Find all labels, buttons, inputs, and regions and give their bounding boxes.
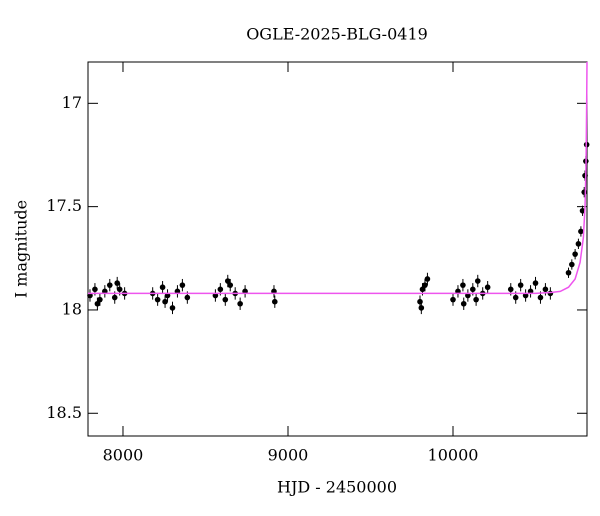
data-point [532, 280, 539, 286]
data-point [217, 286, 224, 293]
x-tick-label: 10000 [428, 446, 479, 465]
data-point [470, 286, 476, 293]
data-point [111, 294, 118, 301]
data-point [517, 282, 524, 288]
data-point [460, 282, 466, 288]
data-point [450, 296, 456, 303]
data-point [114, 280, 121, 286]
data-point [460, 300, 467, 307]
data-point [162, 298, 168, 305]
data-point [424, 276, 431, 282]
y-tick-label: 18 [62, 299, 82, 318]
data-point [417, 298, 423, 305]
data-point [154, 296, 161, 303]
y-axis-label: I magnitude [12, 200, 31, 298]
y-tick-label: 17 [62, 93, 82, 112]
data-point [224, 278, 231, 284]
data-point [106, 282, 113, 288]
x-tick-label: 8000 [103, 446, 144, 465]
data-point [159, 284, 166, 291]
data-point [184, 294, 191, 301]
data-point [575, 241, 582, 247]
data-point [418, 305, 425, 311]
data-point [116, 286, 123, 293]
data-point [542, 286, 549, 293]
data-point [92, 286, 98, 293]
data-point [578, 228, 584, 235]
data-point [169, 305, 176, 311]
data-point [179, 282, 186, 288]
data-point [474, 278, 481, 284]
data-point [94, 300, 101, 307]
y-tick-label: 18.5 [46, 403, 82, 422]
data-point [547, 290, 554, 297]
data-point [537, 294, 544, 301]
data-point [227, 282, 234, 288]
plot-frame [87, 61, 588, 437]
data-point [473, 296, 479, 303]
data-point [507, 286, 514, 293]
data-point [579, 207, 586, 214]
data-point [484, 284, 491, 291]
y-tick-label: 17.5 [46, 196, 82, 215]
data-point [569, 261, 575, 268]
data-point [512, 294, 519, 301]
data-point [271, 298, 278, 305]
data-point [422, 282, 428, 288]
data-point [565, 269, 572, 276]
data-point [222, 296, 229, 303]
chart-title: OGLE-2025-BLG-0419 [246, 25, 428, 44]
data-point [97, 296, 103, 303]
x-axis-label: HJD - 2450000 [277, 478, 397, 497]
x-tick-label: 9000 [268, 446, 309, 465]
model-curve [88, 61, 588, 295]
data-point [572, 251, 578, 257]
data-point [237, 300, 243, 307]
data-point [419, 286, 426, 293]
